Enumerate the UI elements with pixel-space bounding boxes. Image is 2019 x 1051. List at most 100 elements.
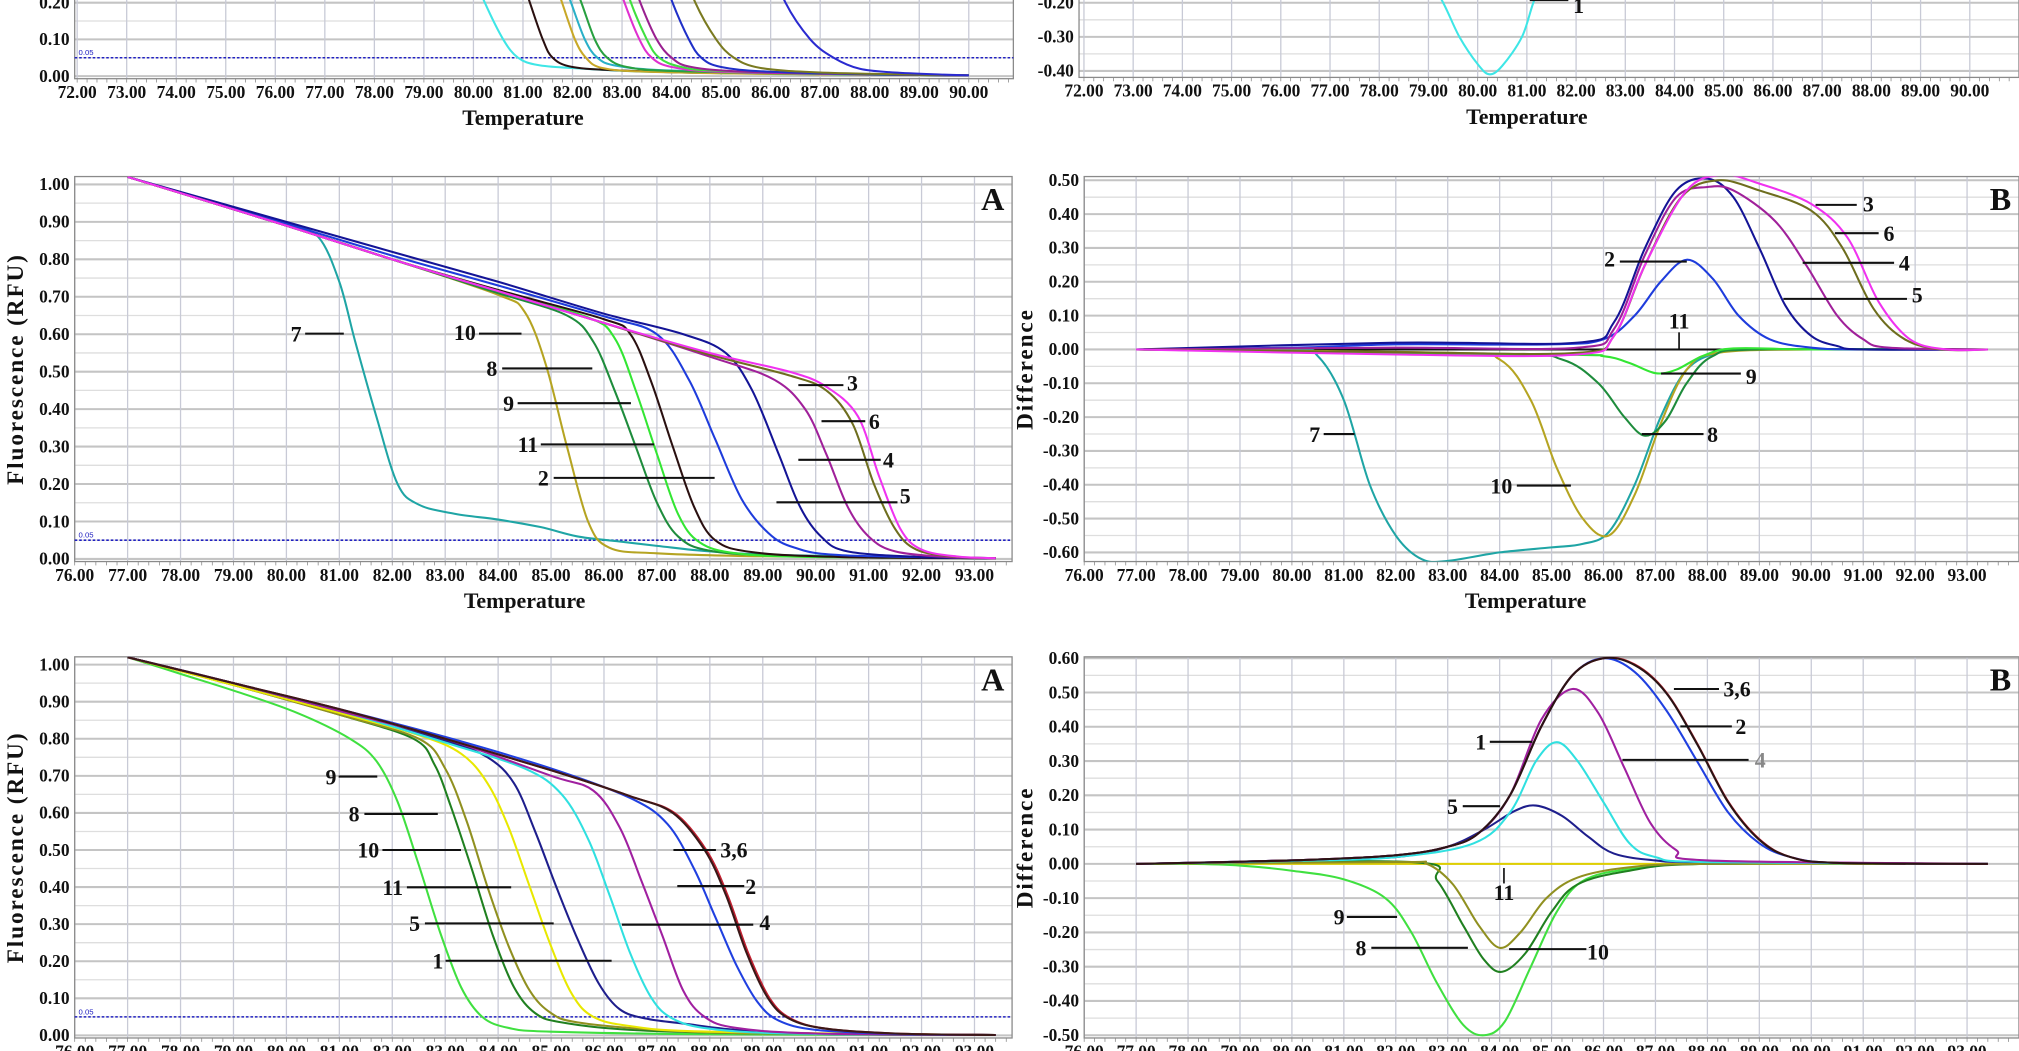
x-tick-label: 90.00 [796,1042,835,1051]
x-tick-label: 80.00 [267,566,306,585]
curve-label-text: 2 [1735,715,1746,739]
x-tick-label: 91.00 [1844,1042,1883,1051]
x-tick-label: 82.00 [1557,82,1596,101]
x-tick-label: 86.00 [1584,566,1623,585]
curve-label-6: 6 [1834,222,1894,246]
x-tick-label: 88.00 [690,1042,729,1051]
series-group [127,656,996,1037]
curve-label-text: 4 [1755,749,1766,773]
x-tick-label: 77.00 [108,1042,147,1051]
chart-panel-2: -0.40 -0.30 -0.20 72.00 73.00 74.00 75.00 76.00… [1038,0,2019,129]
y-tick-label: 0.60 [1049,649,1080,668]
x-tick-label: 84.00 [652,83,691,102]
x-tick-label: 86.00 [1584,1042,1623,1051]
curve-label-text: 10 [454,321,476,345]
curve-label-text: 2 [538,467,549,491]
y-tick-label: 0.20 [39,0,70,12]
y-tick-label: 0.00 [1049,340,1080,359]
x-tick-label: 78.00 [355,83,394,102]
curve-label-7: 7 [291,322,344,346]
y-axis-title: Difference [1013,787,1039,909]
curve-label-text: 9 [503,392,514,416]
curve-label-4: 4 [1622,749,1766,773]
chart-panel-6: -0.50 -0.40 -0.30 -0.20 -0.10 0.00 0.10 0.20 0.3… [1013,649,2019,1051]
x-tick-label: 89.00 [900,83,939,102]
series-line-4 [1136,185,1988,351]
x-tick-label: 89.00 [1740,1042,1779,1051]
curve-label-5: 5 [409,912,554,936]
x-tick-label: 74.00 [1163,82,1202,101]
x-tick-label: 87.00 [801,83,840,102]
y-tick-label: 0.90 [39,692,70,711]
curve-label-10: 10 [1490,474,1571,498]
x-tick-label: 92.00 [1896,1042,1935,1051]
x-tick-label: 88.00 [1852,82,1891,101]
panel-letter: B [1990,661,2011,697]
curve-label-10: 10 [357,839,461,863]
curve-label-9: 9 [503,392,631,416]
x-tick-label: 92.00 [902,1042,941,1051]
series-group [482,0,969,77]
x-tick-label: 93.00 [955,1042,994,1051]
chart-panel-3: 0.05 0.00 0.10 0.20 0.30 0.40 0.50 0.60 0.70 0.80… [3,175,1013,613]
x-tick-label: 93.00 [955,566,994,585]
y-tick-label: -0.40 [1038,62,1075,81]
curve-label-text: 1 [1475,731,1486,755]
x-tick-label: 87.00 [637,1042,676,1051]
x-tick-label: 92.00 [902,566,941,585]
x-tick-label: 86.00 [584,1042,623,1051]
y-tick-label: -0.60 [1043,543,1080,562]
curve-label-3: 3 [798,371,858,395]
chart-panel-4: -0.60 -0.50 -0.40 -0.30 -0.20 -0.10 0.00 0.10 0.… [1013,171,2019,613]
curve-label-text: 9 [325,765,336,789]
x-tick-label: 85.00 [1532,566,1571,585]
series-line-1 [1136,741,1988,865]
series-group [1440,0,1536,76]
curve-label-text: 6 [1883,222,1894,246]
x-tick-label: 93.00 [1948,1042,1987,1051]
y-tick-label: 0.20 [1049,786,1080,805]
x-tick-label: 75.00 [1212,82,1251,101]
curve-label-6: 6 [821,410,880,434]
x-tick-label: 78.00 [1169,566,1208,585]
x-tick-label: 77.00 [305,83,344,102]
x-tick-label: 83.00 [426,566,465,585]
curve-label-4: 4 [798,449,894,473]
y-tick-label: 0.10 [39,512,70,531]
x-tick-label: 80.00 [1272,1042,1311,1051]
y-tick-label: 0.40 [1049,205,1080,224]
curve-label-text: 8 [349,803,360,827]
curve-label-text: 3,6 [1723,678,1750,702]
x-tick-label: 92.00 [1896,566,1935,585]
curve-label-3: 3 [1815,192,1874,216]
curve-label-text: 5 [900,485,911,509]
y-tick-label: 0.80 [39,250,70,269]
x-tick-label: 80.00 [267,1042,306,1051]
curve-label-text: 3 [1863,192,1874,216]
chart-panel-5: 0.05 0.00 0.10 0.20 0.30 0.40 0.50 0.60 0.70 0.80… [3,655,1013,1051]
y-tick-label: 0.20 [39,475,70,494]
y-tick-label: 0.50 [1049,683,1080,702]
curve-label-2: 2 [1680,715,1746,739]
curve-label-8: 8 [349,803,438,827]
x-tick-label: 83.00 [1606,82,1645,101]
x-tick-label: 81.00 [1507,82,1546,101]
x-tick-label: 84.00 [1480,566,1519,585]
y-tick-label: 0.40 [39,878,70,897]
x-tick-label: 87.00 [1803,82,1842,101]
y-tick-label: -0.40 [1043,992,1080,1011]
x-tick-label: 85.00 [1532,1042,1571,1051]
x-tick-label: 84.00 [1655,82,1694,101]
x-tick-label: 79.00 [1409,82,1448,101]
x-tick-label: 82.00 [1376,1042,1415,1051]
y-tick-label: 0.80 [39,730,70,749]
x-tick-label: 87.00 [1636,1042,1675,1051]
x-tick-label: 89.00 [743,1042,782,1051]
y-tick-label: 0.20 [1049,273,1080,292]
y-tick-label: 0.10 [1049,306,1080,325]
curve-label-11: 11 [1669,309,1689,350]
y-tick-label: -0.30 [1043,957,1080,976]
x-tick-label: 85.00 [702,83,741,102]
x-tick-label: 80.00 [1272,566,1311,585]
y-tick-label: 0.90 [39,213,70,232]
